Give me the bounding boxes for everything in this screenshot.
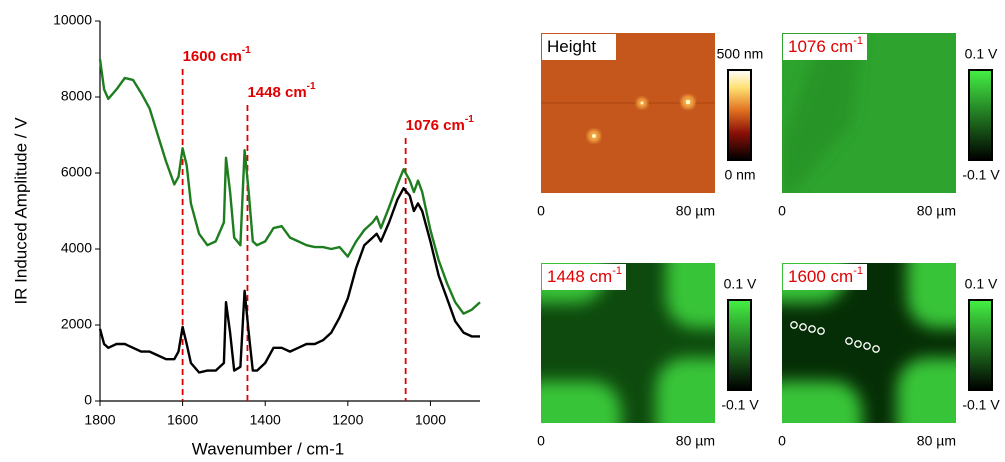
marker xyxy=(817,327,825,335)
annotation-sup: -1 xyxy=(242,45,251,56)
y-tick-label: 0 xyxy=(84,392,92,408)
colorbar xyxy=(727,299,752,391)
annotation-text: 1448 cm xyxy=(247,84,306,101)
marker xyxy=(854,340,862,348)
series-line xyxy=(98,58,481,315)
y-tick-label: 4000 xyxy=(61,240,92,256)
colorbar-max: 0.1 V xyxy=(965,276,998,292)
marker xyxy=(872,345,880,353)
x-tick-label: 1600 xyxy=(167,412,198,428)
panel-label-sup: -1 xyxy=(853,265,863,277)
colorbar xyxy=(968,69,993,161)
y-tick-label: 2000 xyxy=(61,316,92,332)
image-panel: Height xyxy=(541,33,715,193)
marker xyxy=(799,323,807,331)
panel-label: Height xyxy=(547,37,596,56)
annotation-text: 1600 cm xyxy=(183,48,242,65)
panel-label: 1076 cm-1 xyxy=(788,35,863,57)
annotation-sup: -1 xyxy=(465,114,474,125)
colorbar xyxy=(968,299,993,391)
colorbar-min: 0 nm xyxy=(724,167,755,183)
y-tick-label: 6000 xyxy=(61,164,92,180)
annotation-label: 1076 cm-1 xyxy=(406,114,475,134)
y-tick-label: 10000 xyxy=(53,12,92,28)
annotation-sup: -1 xyxy=(307,81,316,92)
image-panel: 1448 cm-1 xyxy=(541,263,715,423)
panel-label-sup: -1 xyxy=(612,265,622,277)
x-end-label: 80 µm xyxy=(917,203,956,219)
colorbar-max: 0.1 V xyxy=(965,46,998,62)
x-start-label: 0 xyxy=(778,203,786,219)
label-box xyxy=(542,264,626,290)
annotation-label: 1600 cm-1 xyxy=(183,45,252,65)
x-tick-label: 1200 xyxy=(332,412,363,428)
colorbar xyxy=(727,69,752,161)
marker xyxy=(845,337,853,345)
panel-label-text: 1076 cm xyxy=(788,37,853,56)
x-start-label: 0 xyxy=(778,433,786,449)
image-panel: 1076 cm-1 xyxy=(782,33,956,193)
colorbar-max: 500 nm xyxy=(717,46,764,62)
colorbar-max: 0.1 V xyxy=(724,276,757,292)
panel-label-text: 1448 cm xyxy=(547,267,612,286)
panel-label-text: Height xyxy=(547,37,596,56)
panel-label: 1448 cm-1 xyxy=(547,265,622,287)
panel-label-sup: -1 xyxy=(853,35,863,47)
x-tick-label: 1800 xyxy=(84,412,115,428)
label-box xyxy=(783,264,867,290)
colorbar-min: -0.1 V xyxy=(962,397,1000,413)
x-end-label: 80 µm xyxy=(917,433,956,449)
marker xyxy=(863,342,871,350)
x-tick-label: 1400 xyxy=(250,412,281,428)
label-box xyxy=(542,34,616,60)
x-tick-label: 1000 xyxy=(415,412,446,428)
x-end-label: 80 µm xyxy=(676,203,715,219)
y-tick-label: 8000 xyxy=(61,88,92,104)
panel-label: 1600 cm-1 xyxy=(788,265,863,287)
x-start-label: 0 xyxy=(537,433,545,449)
colorbar-min: -0.1 V xyxy=(721,397,759,413)
y-axis-title: IR Induced Amplitude / V xyxy=(11,117,30,305)
marker xyxy=(790,321,798,329)
series-line xyxy=(98,187,480,374)
image-panel: 1600 cm-1 xyxy=(782,263,956,423)
annotation-text: 1076 cm xyxy=(406,117,465,134)
marker xyxy=(808,325,816,333)
panel-label-text: 1600 cm xyxy=(788,267,853,286)
annotation-label: 1448 cm-1 xyxy=(247,81,316,101)
label-box xyxy=(783,34,867,60)
x-start-label: 0 xyxy=(537,203,545,219)
x-axis-title: Wavenumber / cm-1 xyxy=(192,439,344,458)
x-end-label: 80 µm xyxy=(676,433,715,449)
colorbar-min: -0.1 V xyxy=(962,167,1000,183)
